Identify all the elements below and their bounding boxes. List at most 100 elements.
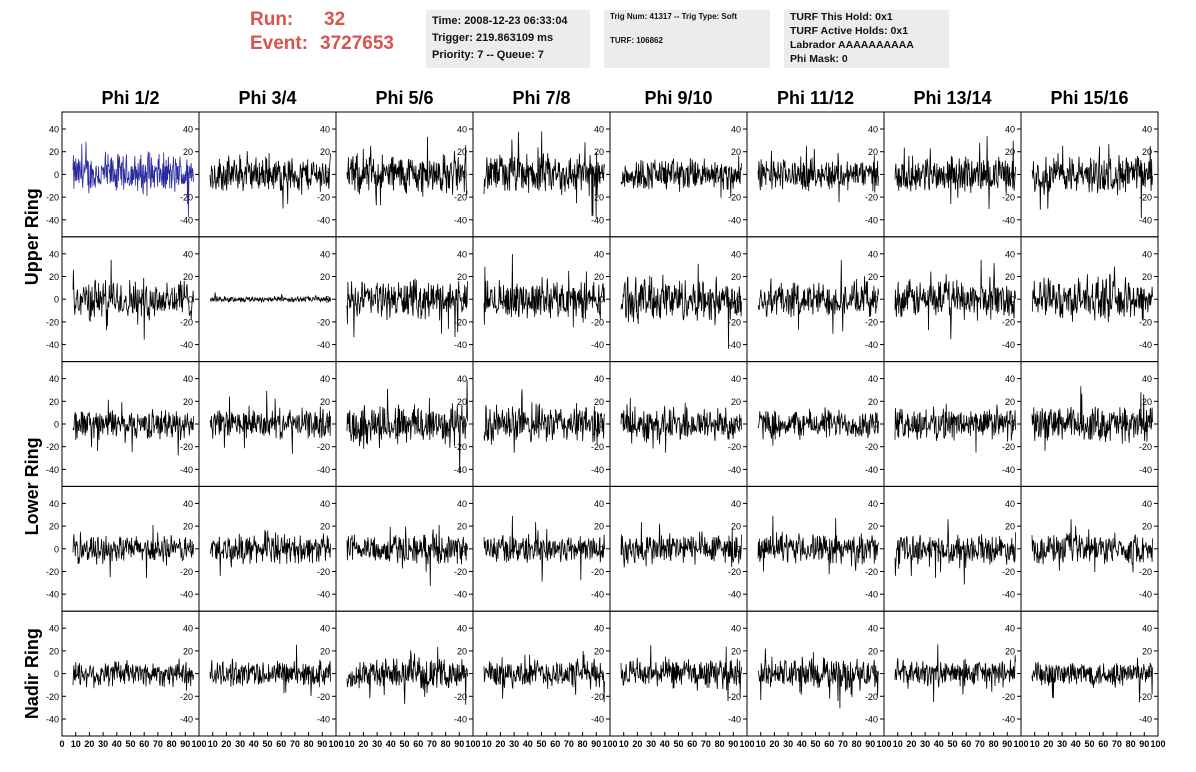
waveform-trace [894,136,1016,210]
y-tick-label: 0 [599,170,604,180]
y-tick-label: 40 [49,249,59,259]
waveform-trace [620,521,742,568]
x-tick-label: 0 [59,739,64,749]
y-tick-label: 40 [731,499,741,509]
y-tick-label: 40 [1142,624,1152,634]
y-tick-label: -20 [1139,567,1152,577]
x-tick-label: 30 [372,739,382,749]
waveform-trace [483,650,605,703]
y-tick-label: 0 [599,669,604,679]
waveform-trace [72,259,194,340]
y-tick-label: -20 [728,442,741,452]
x-tick-label: 30 [783,739,793,749]
y-tick-label: 40 [1005,624,1015,634]
y-tick-label: 20 [183,272,193,282]
y-tick-label: -20 [1139,317,1152,327]
y-tick-label: 40 [868,249,878,259]
y-tick-label: 40 [320,499,330,509]
x-tick-label: 30 [98,739,108,749]
y-tick-label: 20 [868,397,878,407]
column-header: Phi 1/2 [101,88,159,108]
y-tick-label: 20 [594,272,604,282]
y-tick-label: 0 [325,544,330,554]
waveform-trace [209,390,331,454]
x-tick-label: 60 [139,739,149,749]
y-tick-label: 40 [1005,249,1015,259]
x-tick-label: 80 [304,739,314,749]
turf-text: TURF: 106862 [610,36,663,45]
trigger-text: Trigger: 219.863109 ms [432,32,554,44]
x-tick-label: 50 [399,739,409,749]
y-tick-label: 20 [320,522,330,532]
y-tick-label: 0 [54,170,59,180]
y-tick-label: 40 [183,374,193,384]
x-tick-label: 20 [495,739,505,749]
y-tick-label: 40 [183,624,193,634]
x-tick-label: 90 [591,739,601,749]
y-tick-label: -40 [180,465,193,475]
turf-active-text: TURF Active Holds: 0x1 [790,25,909,37]
y-tick-label: 40 [457,249,467,259]
y-tick-label: 40 [1142,125,1152,135]
panel-frame [198,610,337,737]
y-tick-label: -40 [317,590,330,600]
waveform-trace [894,403,1016,453]
x-tick-label: 10 [619,739,629,749]
x-tick-label: 40 [934,739,944,749]
y-tick-label: -20 [180,442,193,452]
x-tick-label: 80 [441,739,451,749]
waveform-trace [209,529,331,577]
x-tick-label: 10 [208,739,218,749]
y-tick-label: -40 [591,590,604,600]
event-row: Event: 3727653 [250,32,420,56]
y-tick-label: 20 [457,147,467,157]
x-tick-label: 70 [290,739,300,749]
x-tick-label: 100 [876,739,891,749]
x-tick-label: 30 [1057,739,1067,749]
x-tick-label: 90 [728,739,738,749]
x-tick-label: 70 [427,739,437,749]
y-tick-label: 40 [594,374,604,384]
trig-num-text: Trig Num: 41317 -- Trig Type: Soft [610,12,737,21]
y-tick-label: 40 [868,624,878,634]
y-tick-label: -20 [865,567,878,577]
waveform-trace [757,145,879,203]
run-event-box: Run: 32 Event: 3727653 [250,8,420,68]
y-tick-label: -40 [46,215,59,225]
y-tick-label: 20 [594,646,604,656]
y-tick-label: -20 [728,193,741,203]
y-tick-label: 20 [457,272,467,282]
y-tick-label: 40 [457,125,467,135]
y-tick-label: -20 [454,567,467,577]
y-tick-label: 20 [731,147,741,157]
x-tick-label: 40 [523,739,533,749]
y-tick-label: 20 [731,646,741,656]
y-tick-label: -40 [1002,714,1015,724]
y-tick-label: 20 [731,397,741,407]
waveform-trace [209,151,331,209]
x-tick-label: 20 [358,739,368,749]
y-tick-label: 20 [1005,646,1015,656]
column-header: Phi 13/14 [913,88,991,108]
waveform-trace [757,515,879,575]
y-tick-label: -40 [454,590,467,600]
y-tick-label: -40 [180,714,193,724]
y-tick-label: 20 [49,272,59,282]
x-tick-label: 10 [71,739,81,749]
y-tick-label: 0 [54,295,59,305]
y-tick-label: 40 [594,249,604,259]
y-tick-label: -40 [1002,340,1015,350]
column-header: Phi 3/4 [238,88,296,108]
y-tick-label: 40 [320,249,330,259]
y-tick-label: 40 [1142,499,1152,509]
y-tick-label: 0 [599,295,604,305]
y-tick-label: 20 [1005,522,1015,532]
y-tick-label: -40 [728,590,741,600]
waveform-trace [72,658,194,691]
y-tick-label: -20 [317,567,330,577]
y-tick-label: 40 [49,624,59,634]
y-tick-label: -40 [728,215,741,225]
waveform-trace [757,648,879,709]
y-tick-label: 20 [1005,147,1015,157]
y-tick-label: 20 [183,646,193,656]
